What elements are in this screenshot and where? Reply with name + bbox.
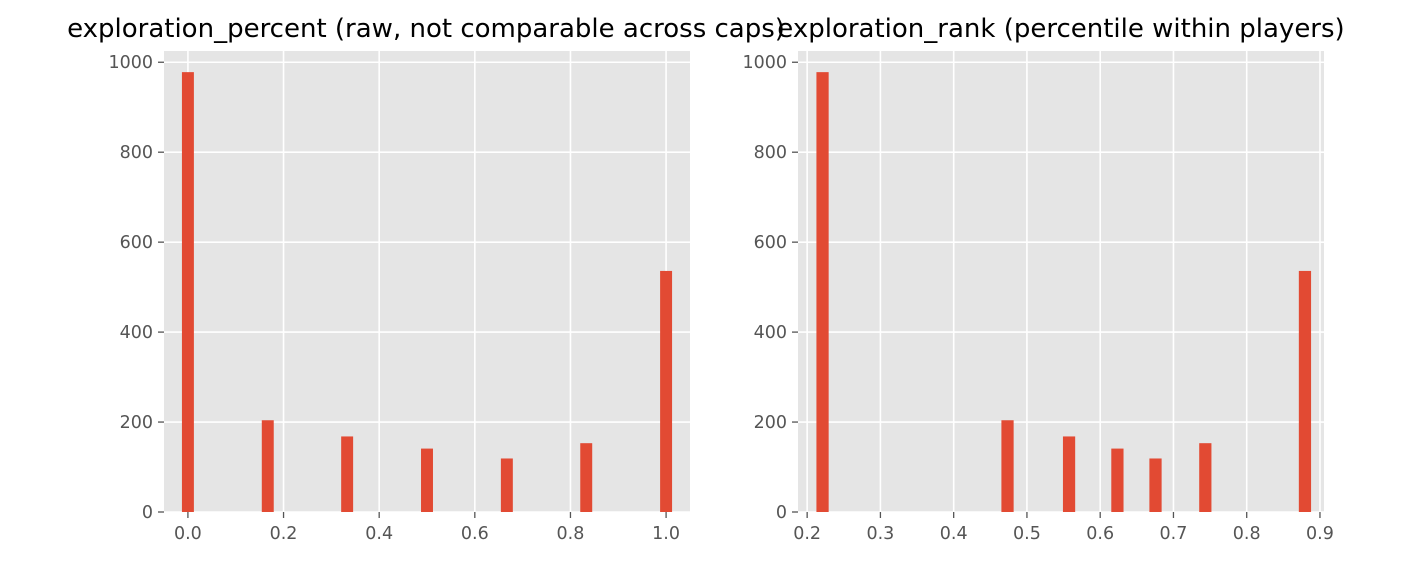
chart-title: exploration_percent (raw, not comparable… [67, 14, 785, 44]
histogram-bar [421, 448, 433, 512]
histogram-bar [341, 436, 354, 512]
histogram-bar [1001, 420, 1014, 512]
histogram-bar [660, 270, 673, 512]
x-tick-label: 0.9 [1306, 524, 1334, 544]
histogram-bar [1149, 458, 1162, 512]
y-tick-label: 200 [120, 413, 153, 433]
y-tick-label: 1000 [742, 53, 787, 73]
x-tick-label: 0.4 [365, 524, 393, 544]
x-tick-label: 1.0 [652, 524, 680, 544]
y-tick-label: 0 [142, 503, 153, 523]
x-tick-label: 0.6 [461, 524, 489, 544]
subplot-2: 0.2 0.3 0.4 0.5 0.6 0.7 0.8 0.9 0 200 400 600 800 100… [742, 51, 1334, 544]
x-tick-label: 0.5 [1013, 524, 1041, 544]
y-tick-label: 200 [754, 413, 787, 433]
y-tick-label: 400 [754, 323, 787, 343]
y-tick-label: 1000 [108, 53, 153, 73]
histogram-bar [1199, 443, 1212, 512]
y-tick-label: 600 [120, 233, 153, 253]
y-tick-label: 800 [754, 143, 787, 163]
histogram-bar [580, 443, 593, 512]
histogram-bar [1111, 448, 1124, 512]
histogram-bar [181, 72, 194, 512]
x-tick-label: 0.6 [1086, 524, 1114, 544]
histogram-bar [261, 420, 274, 512]
y-tick-label: 0 [776, 503, 787, 523]
x-tick-label: 0.2 [793, 524, 821, 544]
histogram-bar [1298, 270, 1312, 512]
y-tick-label: 400 [120, 323, 153, 343]
x-tick-label: 0.2 [270, 524, 298, 544]
x-tick-label: 0.3 [866, 524, 894, 544]
x-tick-label: 0.0 [174, 524, 202, 544]
y-tick-label: 600 [754, 233, 787, 253]
chart-title: exploration_rank (percentile within play… [777, 14, 1344, 44]
y-tick-label: 800 [120, 143, 153, 163]
histogram-bar [1062, 436, 1076, 512]
subplot-1: 0.0 0.2 0.4 0.6 0.8 1.0 0 200 400 600 800 1000 [108, 51, 690, 544]
histogram-bar [500, 458, 513, 512]
plot-area [164, 51, 690, 512]
x-tick-label: 0.8 [557, 524, 585, 544]
histogram-bar [816, 72, 829, 512]
x-tick-label: 0.4 [940, 524, 968, 544]
x-tick-label: 0.8 [1233, 524, 1261, 544]
x-tick-label: 0.7 [1160, 524, 1188, 544]
plot-area [798, 51, 1324, 512]
